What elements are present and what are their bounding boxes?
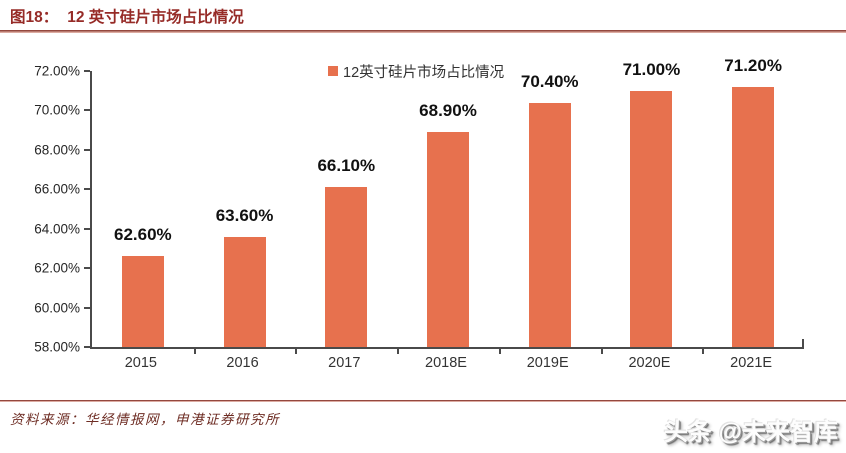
y-tick-label: 68.00% bbox=[34, 142, 80, 158]
x-tick-label: 2018E bbox=[425, 355, 467, 371]
y-tick-mark bbox=[84, 227, 90, 230]
chart-legend: 12英寸硅片市场占比情况 bbox=[328, 59, 504, 83]
bar-2021E bbox=[732, 86, 775, 347]
y-tick-mark bbox=[84, 346, 90, 348]
x-tick-label: 2016 bbox=[226, 355, 259, 371]
figure-title: 12 英寸硅片市场占比情况 bbox=[67, 9, 244, 26]
source-note: 资料来源：华经情报网，申港证券研究所 bbox=[10, 412, 280, 427]
y-tick-mark bbox=[84, 70, 90, 72]
x-tick-label: 2020E bbox=[628, 355, 671, 371]
y-tick-mark bbox=[84, 188, 90, 191]
legend-label: 12英寸硅片市场占比情况 bbox=[343, 64, 505, 81]
bar-2019E bbox=[528, 102, 571, 347]
header-divider bbox=[0, 30, 846, 33]
bar-value-label: 68.90% bbox=[419, 101, 477, 121]
x-tick-mark bbox=[193, 349, 196, 354]
y-axis-labels: 72.00% 70.00% 68.00% 66.00% 64.00% 62.00% 60.0… bbox=[0, 64, 80, 355]
x-tick-label: 2021E bbox=[730, 355, 773, 371]
legend-swatch-icon bbox=[328, 66, 338, 76]
x-tick-mark bbox=[397, 349, 400, 354]
x-tick-mark bbox=[295, 349, 298, 354]
y-tick-label: 62.00% bbox=[34, 260, 80, 276]
x-axis-end-tick bbox=[802, 339, 804, 347]
bar-2017 bbox=[325, 187, 368, 347]
y-tick-mark bbox=[84, 109, 90, 112]
bar-2015 bbox=[121, 256, 164, 347]
bar-2018E bbox=[427, 132, 469, 347]
x-tick-label: 2015 bbox=[124, 355, 157, 371]
footer-divider bbox=[0, 400, 846, 402]
y-tick-label: 60.00% bbox=[34, 300, 80, 316]
bar-value-label: 71.00% bbox=[622, 59, 681, 79]
bar-value-label: 66.10% bbox=[317, 156, 376, 176]
bar-value-label: 63.60% bbox=[215, 205, 274, 225]
x-axis-labels: 2015 2016 2017 2018E 2019E 2020E 2021E bbox=[90, 355, 802, 377]
y-tick-mark bbox=[84, 267, 90, 270]
figure-number-label: 图18： bbox=[10, 9, 59, 26]
y-tick-label: 70.00% bbox=[34, 102, 80, 118]
y-tick-mark bbox=[84, 306, 90, 309]
bar-value-label: 62.60% bbox=[114, 225, 172, 245]
y-tick-mark bbox=[84, 148, 90, 151]
bar-value-label: 71.20% bbox=[724, 55, 782, 75]
x-tick-mark bbox=[702, 349, 705, 354]
y-tick-label: 66.00% bbox=[34, 181, 80, 197]
watermark: 头条 @未来智库 bbox=[663, 419, 838, 446]
x-tick-mark bbox=[498, 349, 501, 354]
plot-area: 62.60% 63.60% 66.10% 68.90% 70.40% 71.00% 71.2… bbox=[84, 56, 804, 354]
bar-value-label: 70.40% bbox=[520, 71, 579, 91]
y-tick-label: 64.00% bbox=[34, 221, 80, 237]
figure-header: 图18： 12 英寸硅片市场占比情况 bbox=[10, 5, 244, 27]
x-tick-mark bbox=[600, 349, 603, 354]
bar-2020E bbox=[630, 90, 673, 347]
x-tick-label: 2019E bbox=[526, 355, 569, 371]
y-tick-label: 58.00% bbox=[34, 339, 80, 355]
x-tick-label: 2017 bbox=[328, 355, 361, 371]
y-tick-label: 72.00% bbox=[34, 63, 80, 79]
bar-2016 bbox=[223, 236, 266, 347]
